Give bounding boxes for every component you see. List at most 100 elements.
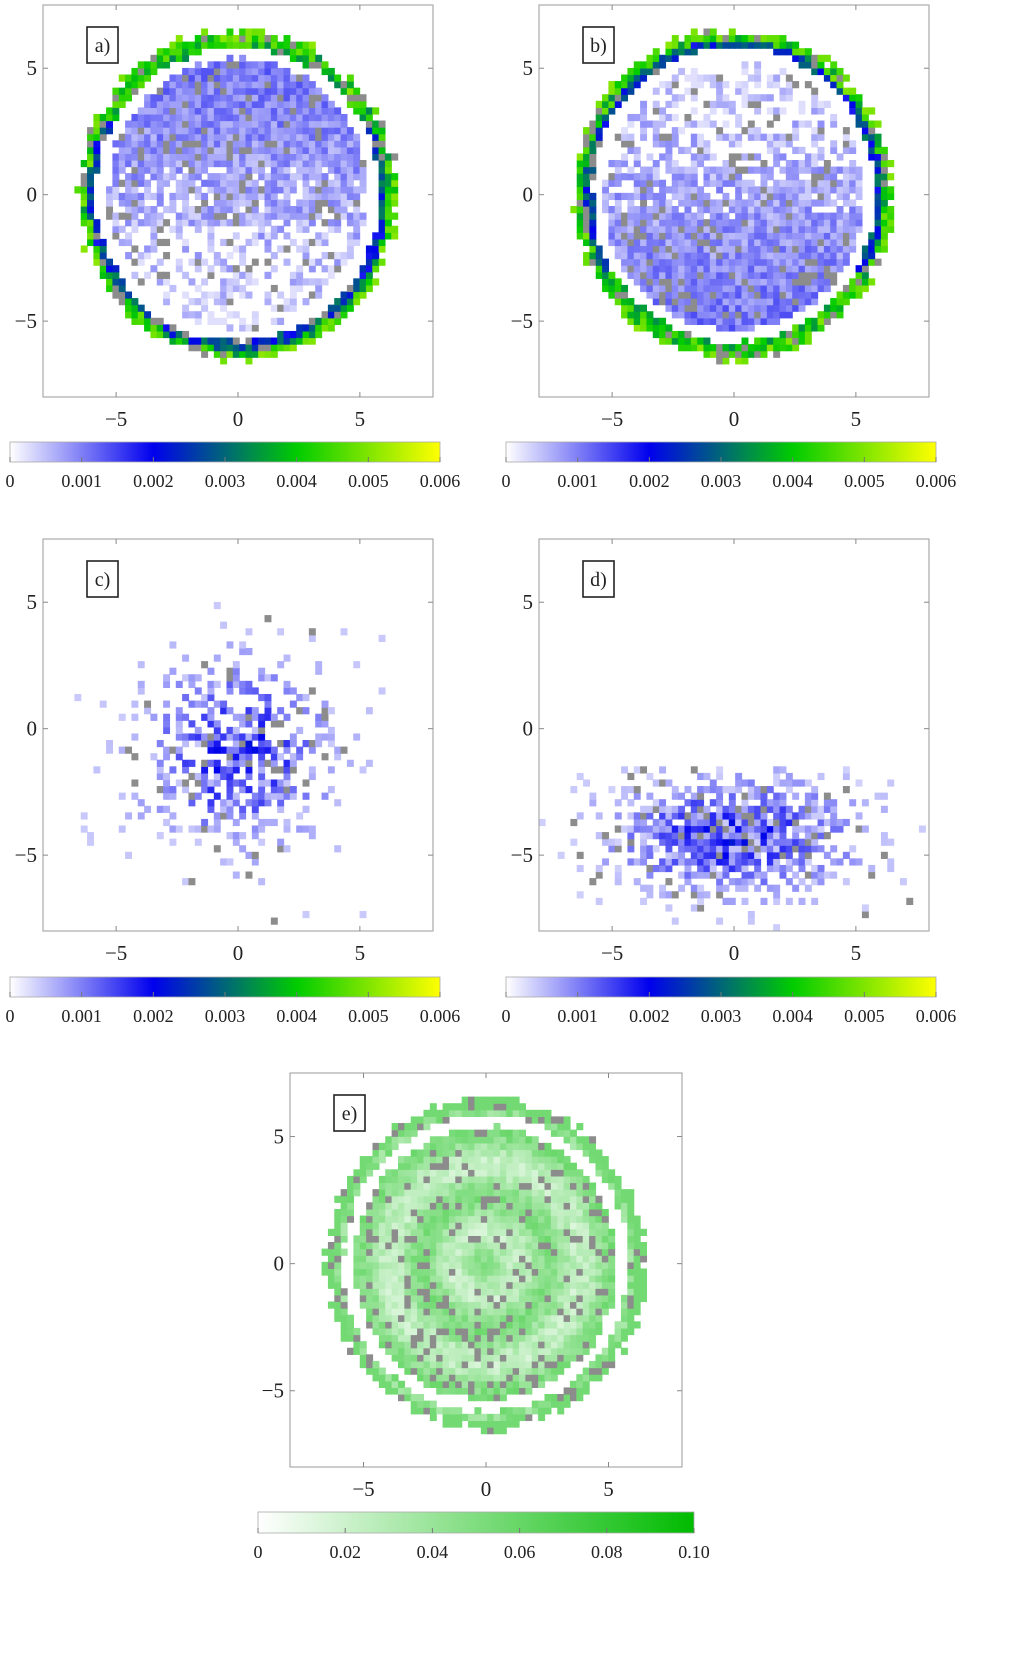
- density-cell: [665, 298, 673, 306]
- density-cell: [283, 127, 291, 135]
- density-cell: [417, 1123, 425, 1131]
- density-cell: [315, 258, 323, 266]
- density-cell: [684, 113, 692, 122]
- density-cell: [525, 1360, 533, 1369]
- density-cell: [327, 317, 335, 325]
- density-cell: [804, 792, 812, 800]
- density-cell: [684, 799, 692, 807]
- density-cell: [417, 1308, 425, 1316]
- density-cell: [385, 1169, 393, 1177]
- density-cell: [779, 799, 787, 807]
- density-cell: [334, 159, 342, 168]
- density-cell: [766, 41, 774, 49]
- density-cell: [741, 225, 749, 233]
- density-cell: [99, 120, 107, 128]
- density-cell: [296, 271, 304, 279]
- density-cell: [849, 212, 857, 220]
- density-cell: [722, 858, 730, 866]
- density-cell: [163, 100, 171, 108]
- density-cell: [353, 212, 361, 220]
- density-cell: [308, 634, 316, 642]
- density-cell: [220, 337, 228, 345]
- density-cell: [754, 812, 762, 820]
- density-cell: [608, 238, 616, 247]
- density-cell: [232, 41, 240, 49]
- density-cell: [703, 146, 711, 155]
- density-cell: [194, 825, 202, 833]
- density-cell: [474, 1149, 482, 1157]
- density-cell: [80, 219, 88, 227]
- density-cell: [442, 1380, 450, 1388]
- density-cell: [525, 1175, 533, 1184]
- density-cell: [423, 1261, 431, 1270]
- density-cell: [429, 1334, 437, 1342]
- density-cell: [213, 206, 221, 214]
- density-cell: [144, 245, 152, 253]
- density-cell: [87, 219, 94, 227]
- density-cell: [754, 271, 762, 279]
- density-cell: [163, 153, 171, 161]
- density-cell: [608, 159, 616, 168]
- density-cell: [512, 1202, 520, 1210]
- density-cell: [391, 1308, 399, 1316]
- density-cell: [245, 81, 253, 89]
- density-cell: [213, 61, 221, 69]
- density-cell: [722, 786, 730, 794]
- density-cell: [817, 812, 825, 820]
- density-cell: [798, 324, 806, 332]
- density-cell: [811, 232, 819, 240]
- density-cell: [194, 298, 202, 306]
- density-cell: [207, 212, 215, 220]
- density-cell: [366, 1275, 374, 1283]
- density-cell: [137, 146, 145, 155]
- density-cell: [754, 792, 762, 800]
- density-cell: [633, 278, 641, 286]
- y-tick-label: 0: [523, 717, 534, 741]
- density-cell: [741, 818, 749, 827]
- density-cell: [627, 146, 635, 155]
- density-cell: [487, 1394, 495, 1402]
- density-cell: [302, 258, 310, 266]
- density-cell: [442, 1195, 450, 1203]
- density-cell: [74, 186, 82, 194]
- density-cell: [499, 1308, 507, 1316]
- density-cell: [735, 120, 743, 128]
- density-cell: [461, 1235, 469, 1243]
- density-cell: [512, 1294, 520, 1303]
- density-cell: [583, 173, 590, 181]
- density-cell: [391, 1248, 399, 1256]
- density-cell: [150, 206, 158, 214]
- density-cell: [384, 225, 392, 233]
- density-cell: [861, 284, 869, 293]
- density-cell: [289, 740, 297, 748]
- density-cell: [842, 818, 850, 827]
- density-cell: [487, 1208, 495, 1217]
- density-cell: [461, 1341, 469, 1349]
- density-cell: [487, 1334, 495, 1342]
- density-cell: [239, 324, 247, 332]
- density-cell: [378, 1380, 386, 1388]
- density-cell: [232, 127, 240, 135]
- density-cell: [220, 707, 228, 715]
- density-cell: [583, 186, 590, 194]
- density-cell: [455, 1228, 463, 1236]
- density-cell: [697, 199, 705, 207]
- density-cell: [296, 707, 304, 715]
- density-cell: [792, 199, 800, 207]
- density-cell: [747, 258, 755, 266]
- density-cell: [188, 113, 196, 122]
- density-cell: [346, 252, 354, 260]
- density-cell: [461, 1156, 469, 1164]
- density-cell: [125, 140, 133, 148]
- density-cell: [754, 311, 762, 319]
- density-cell: [855, 225, 863, 233]
- density-cell: [327, 67, 335, 76]
- density-cell: [627, 311, 635, 319]
- density-cell: [112, 186, 120, 194]
- density-cell: [823, 818, 831, 827]
- density-cell: [659, 317, 667, 325]
- density-cell: [519, 1109, 526, 1118]
- density-cell: [741, 845, 749, 853]
- density-cell: [823, 871, 831, 879]
- density-cell: [194, 74, 202, 82]
